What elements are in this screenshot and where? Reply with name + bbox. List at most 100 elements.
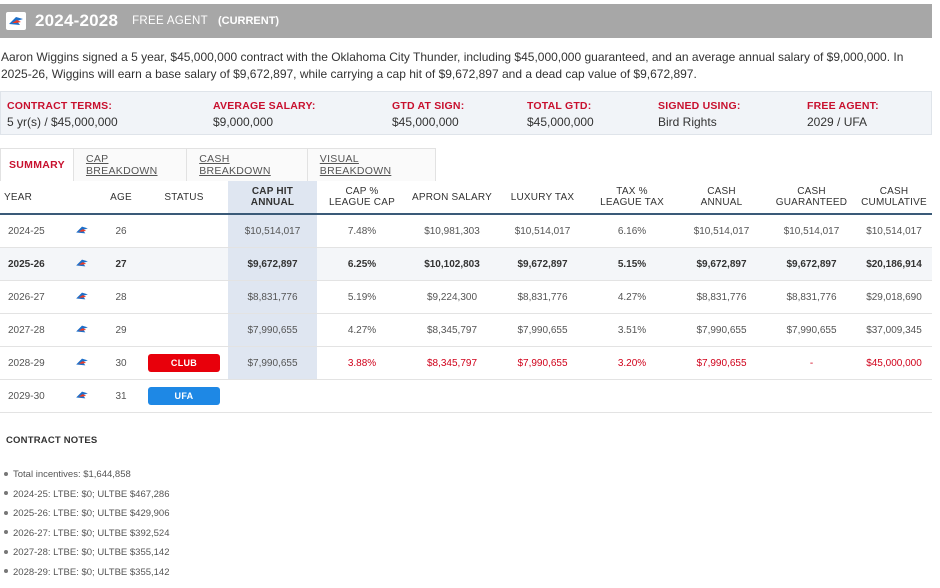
cell-luxury-tax: $10,514,017 (497, 214, 588, 248)
club-option-badge: CLUB (148, 354, 220, 372)
col-sublabel: ANNUAL (250, 197, 295, 208)
col-status: STATUS (140, 181, 228, 215)
cell-cap-hit: $10,514,017 (228, 214, 317, 248)
cell-cap-pct: 7.48% (317, 214, 407, 248)
term-label: GTD AT SIGN: (392, 100, 465, 112)
tab-cap-breakdown[interactable]: CAP BREAKDOWN (73, 149, 188, 181)
term-free-agent: FREE AGENT: 2029 / UFA (807, 100, 879, 129)
cell-cap-hit: $7,990,655 (228, 346, 317, 380)
cell-apron: $8,345,797 (407, 313, 497, 347)
term-total-gtd: TOTAL GTD: $45,000,000 (527, 100, 594, 129)
cell-age: 26 (102, 214, 140, 248)
col-cash-guaranteed: CASH GUARANTEED (767, 181, 856, 215)
bullet-icon (4, 510, 8, 515)
cell-age: 27 (102, 247, 140, 281)
term-gtd-at-sign: GTD AT SIGN: $45,000,000 (392, 100, 464, 129)
term-value: Bird Rights (658, 115, 717, 129)
col-sublabel: LEAGUE TAX (600, 197, 664, 208)
team-logo-icon (62, 346, 102, 380)
current-label: (CURRENT) (217, 15, 280, 27)
term-signed-using: SIGNED USING: Bird Rights (658, 100, 741, 129)
cell-cap-hit (228, 379, 317, 413)
cell-cash-guaranteed: - (767, 346, 856, 380)
cell-status: CLUB (140, 346, 228, 380)
term-label: AVERAGE SALARY: (213, 100, 316, 112)
cell-cap-pct: 4.27% (317, 313, 407, 347)
team-logo-icon (62, 313, 102, 347)
cell-luxury-tax: $7,990,655 (497, 346, 588, 380)
cell-cash-cumulative: $45,000,000 (856, 346, 932, 380)
cell-apron: $8,345,797 (407, 346, 497, 380)
term-label: CONTRACT TERMS: (7, 100, 113, 112)
col-apron: APRON SALARY (407, 181, 497, 215)
note-text: 2028-29: LTBE: $0; ULTBE $355,142 (13, 566, 170, 578)
col-cap-hit: CAP HIT ANNUAL (228, 181, 317, 215)
note-text: 2024-25: LTBE: $0; ULTBE $467,286 (13, 488, 170, 500)
col-age: AGE (102, 181, 140, 215)
term-value: $9,000,000 (213, 115, 274, 129)
cell-tax-pct (588, 379, 676, 413)
team-logo-icon (6, 12, 26, 30)
col-cash-cumulative: CASH CUMULATIVE (856, 181, 932, 215)
cell-cash-annual (676, 379, 767, 413)
col-label: CAP % (345, 186, 379, 197)
team-logo-icon (62, 379, 102, 413)
col-label: CASH (707, 186, 736, 197)
col-label: CAP HIT (251, 186, 294, 197)
cell-cap-hit: $9,672,897 (228, 247, 317, 281)
col-label: TAX % (616, 186, 648, 197)
col-year: YEAR (0, 181, 62, 215)
cell-cap-hit: $7,990,655 (228, 313, 317, 347)
table-row: 2028-29 30 CLUB $7,990,655 3.88% $8,345,797 $7… (0, 346, 932, 380)
cell-cash-annual: $7,990,655 (676, 346, 767, 380)
col-sublabel: CUMULATIVE (861, 197, 927, 208)
col-tax-pct: TAX % LEAGUE TAX (588, 181, 676, 215)
cell-tax-pct: 3.51% (588, 313, 676, 347)
cell-cap-pct (317, 379, 407, 413)
tab-cash-breakdown[interactable]: CASH BREAKDOWN (187, 149, 308, 181)
cell-tax-pct: 4.27% (588, 280, 676, 314)
cell-cash-cumulative (856, 379, 932, 413)
col-cash-annual: CASH ANNUAL (676, 181, 767, 215)
note-item: 2024-25: LTBE: $0; ULTBE $467,286 (3, 488, 170, 508)
tab-visual-breakdown[interactable]: VISUAL BREAKDOWN (307, 149, 435, 181)
note-item: 2028-29: LTBE: $0; ULTBE $355,142 (3, 566, 170, 586)
team-logo-icon (62, 247, 102, 281)
cell-cash-guaranteed: $7,990,655 (767, 313, 856, 347)
cell-cash-annual: $9,672,897 (676, 247, 767, 281)
table-row: 2029-30 31 UFA (0, 379, 932, 413)
contract-terms-bar: CONTRACT TERMS: 5 yr(s) / $45,000,000 AV… (0, 91, 932, 135)
bullet-icon (4, 471, 8, 476)
cell-cash-guaranteed (767, 379, 856, 413)
cell-cash-guaranteed: $10,514,017 (767, 214, 856, 248)
contract-notes-list: Total incentives: $1,644,858 2024-25: LT… (3, 468, 170, 585)
col-sublabel: LEAGUE CAP (329, 197, 395, 208)
cell-status (140, 313, 228, 347)
cell-year: 2028-29 (0, 346, 62, 380)
cell-age: 29 (102, 313, 140, 347)
col-sublabel: GUARANTEED (775, 197, 848, 208)
contract-years: 2024-2028 (35, 11, 119, 30)
cell-cash-cumulative: $20,186,914 (856, 247, 932, 281)
cell-year: 2025-26 (0, 247, 62, 281)
team-logo-icon (62, 280, 102, 314)
tab-summary[interactable]: SUMMARY (1, 149, 74, 181)
cell-year: 2026-27 (0, 280, 62, 314)
cell-status (140, 214, 228, 248)
term-value: 5 yr(s) / $45,000,000 (7, 115, 118, 129)
note-text: Total incentives: $1,644,858 (13, 469, 131, 480)
table-row: 2024-25 26 $10,514,017 7.48% $10,981,303 $10,… (0, 214, 932, 248)
cell-tax-pct: 6.16% (588, 214, 676, 248)
cell-cap-pct: 5.19% (317, 280, 407, 314)
cell-luxury-tax: $8,831,776 (497, 280, 588, 314)
cell-year: 2024-25 (0, 214, 62, 248)
bullet-icon (4, 530, 8, 535)
note-text: 2026-27: LTBE: $0; ULTBE $392,524 (13, 527, 170, 539)
note-text: 2027-28: LTBE: $0; ULTBE $355,142 (13, 547, 170, 558)
table-row: 2026-27 28 $8,831,776 5.19% $9,224,300 $8,831… (0, 280, 932, 314)
cell-tax-pct: 3.20% (588, 346, 676, 380)
cell-age: 28 (102, 280, 140, 314)
cell-age: 31 (102, 379, 140, 413)
free-agent-label: FREE AGENT (132, 15, 208, 27)
cell-status (140, 247, 228, 281)
